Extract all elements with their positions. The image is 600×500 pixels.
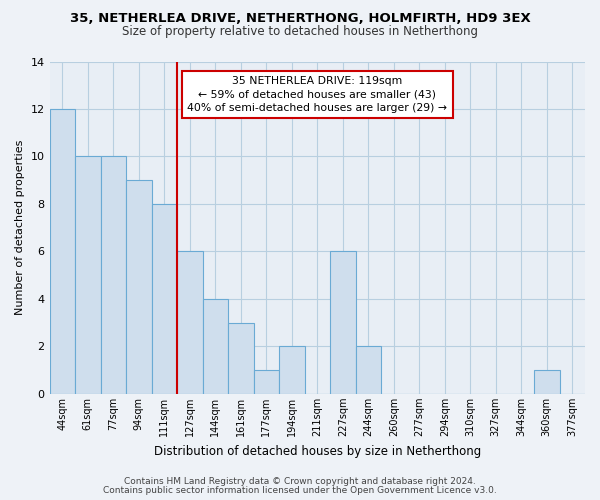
Text: 35 NETHERLEA DRIVE: 119sqm
← 59% of detached houses are smaller (43)
40% of semi: 35 NETHERLEA DRIVE: 119sqm ← 59% of deta… xyxy=(187,76,447,113)
Text: 35, NETHERLEA DRIVE, NETHERTHONG, HOLMFIRTH, HD9 3EX: 35, NETHERLEA DRIVE, NETHERTHONG, HOLMFI… xyxy=(70,12,530,26)
Text: Contains public sector information licensed under the Open Government Licence v3: Contains public sector information licen… xyxy=(103,486,497,495)
Bar xyxy=(50,109,75,394)
Bar xyxy=(254,370,279,394)
Bar xyxy=(152,204,177,394)
Bar xyxy=(534,370,560,394)
Y-axis label: Number of detached properties: Number of detached properties xyxy=(15,140,25,316)
Bar xyxy=(356,346,381,394)
Text: Size of property relative to detached houses in Netherthong: Size of property relative to detached ho… xyxy=(122,25,478,38)
Bar xyxy=(279,346,305,394)
Bar xyxy=(228,322,254,394)
Bar xyxy=(203,299,228,394)
Bar xyxy=(330,252,356,394)
X-axis label: Distribution of detached houses by size in Netherthong: Distribution of detached houses by size … xyxy=(154,444,481,458)
Bar xyxy=(126,180,152,394)
Bar xyxy=(75,156,101,394)
Text: Contains HM Land Registry data © Crown copyright and database right 2024.: Contains HM Land Registry data © Crown c… xyxy=(124,477,476,486)
Bar xyxy=(101,156,126,394)
Bar xyxy=(177,252,203,394)
